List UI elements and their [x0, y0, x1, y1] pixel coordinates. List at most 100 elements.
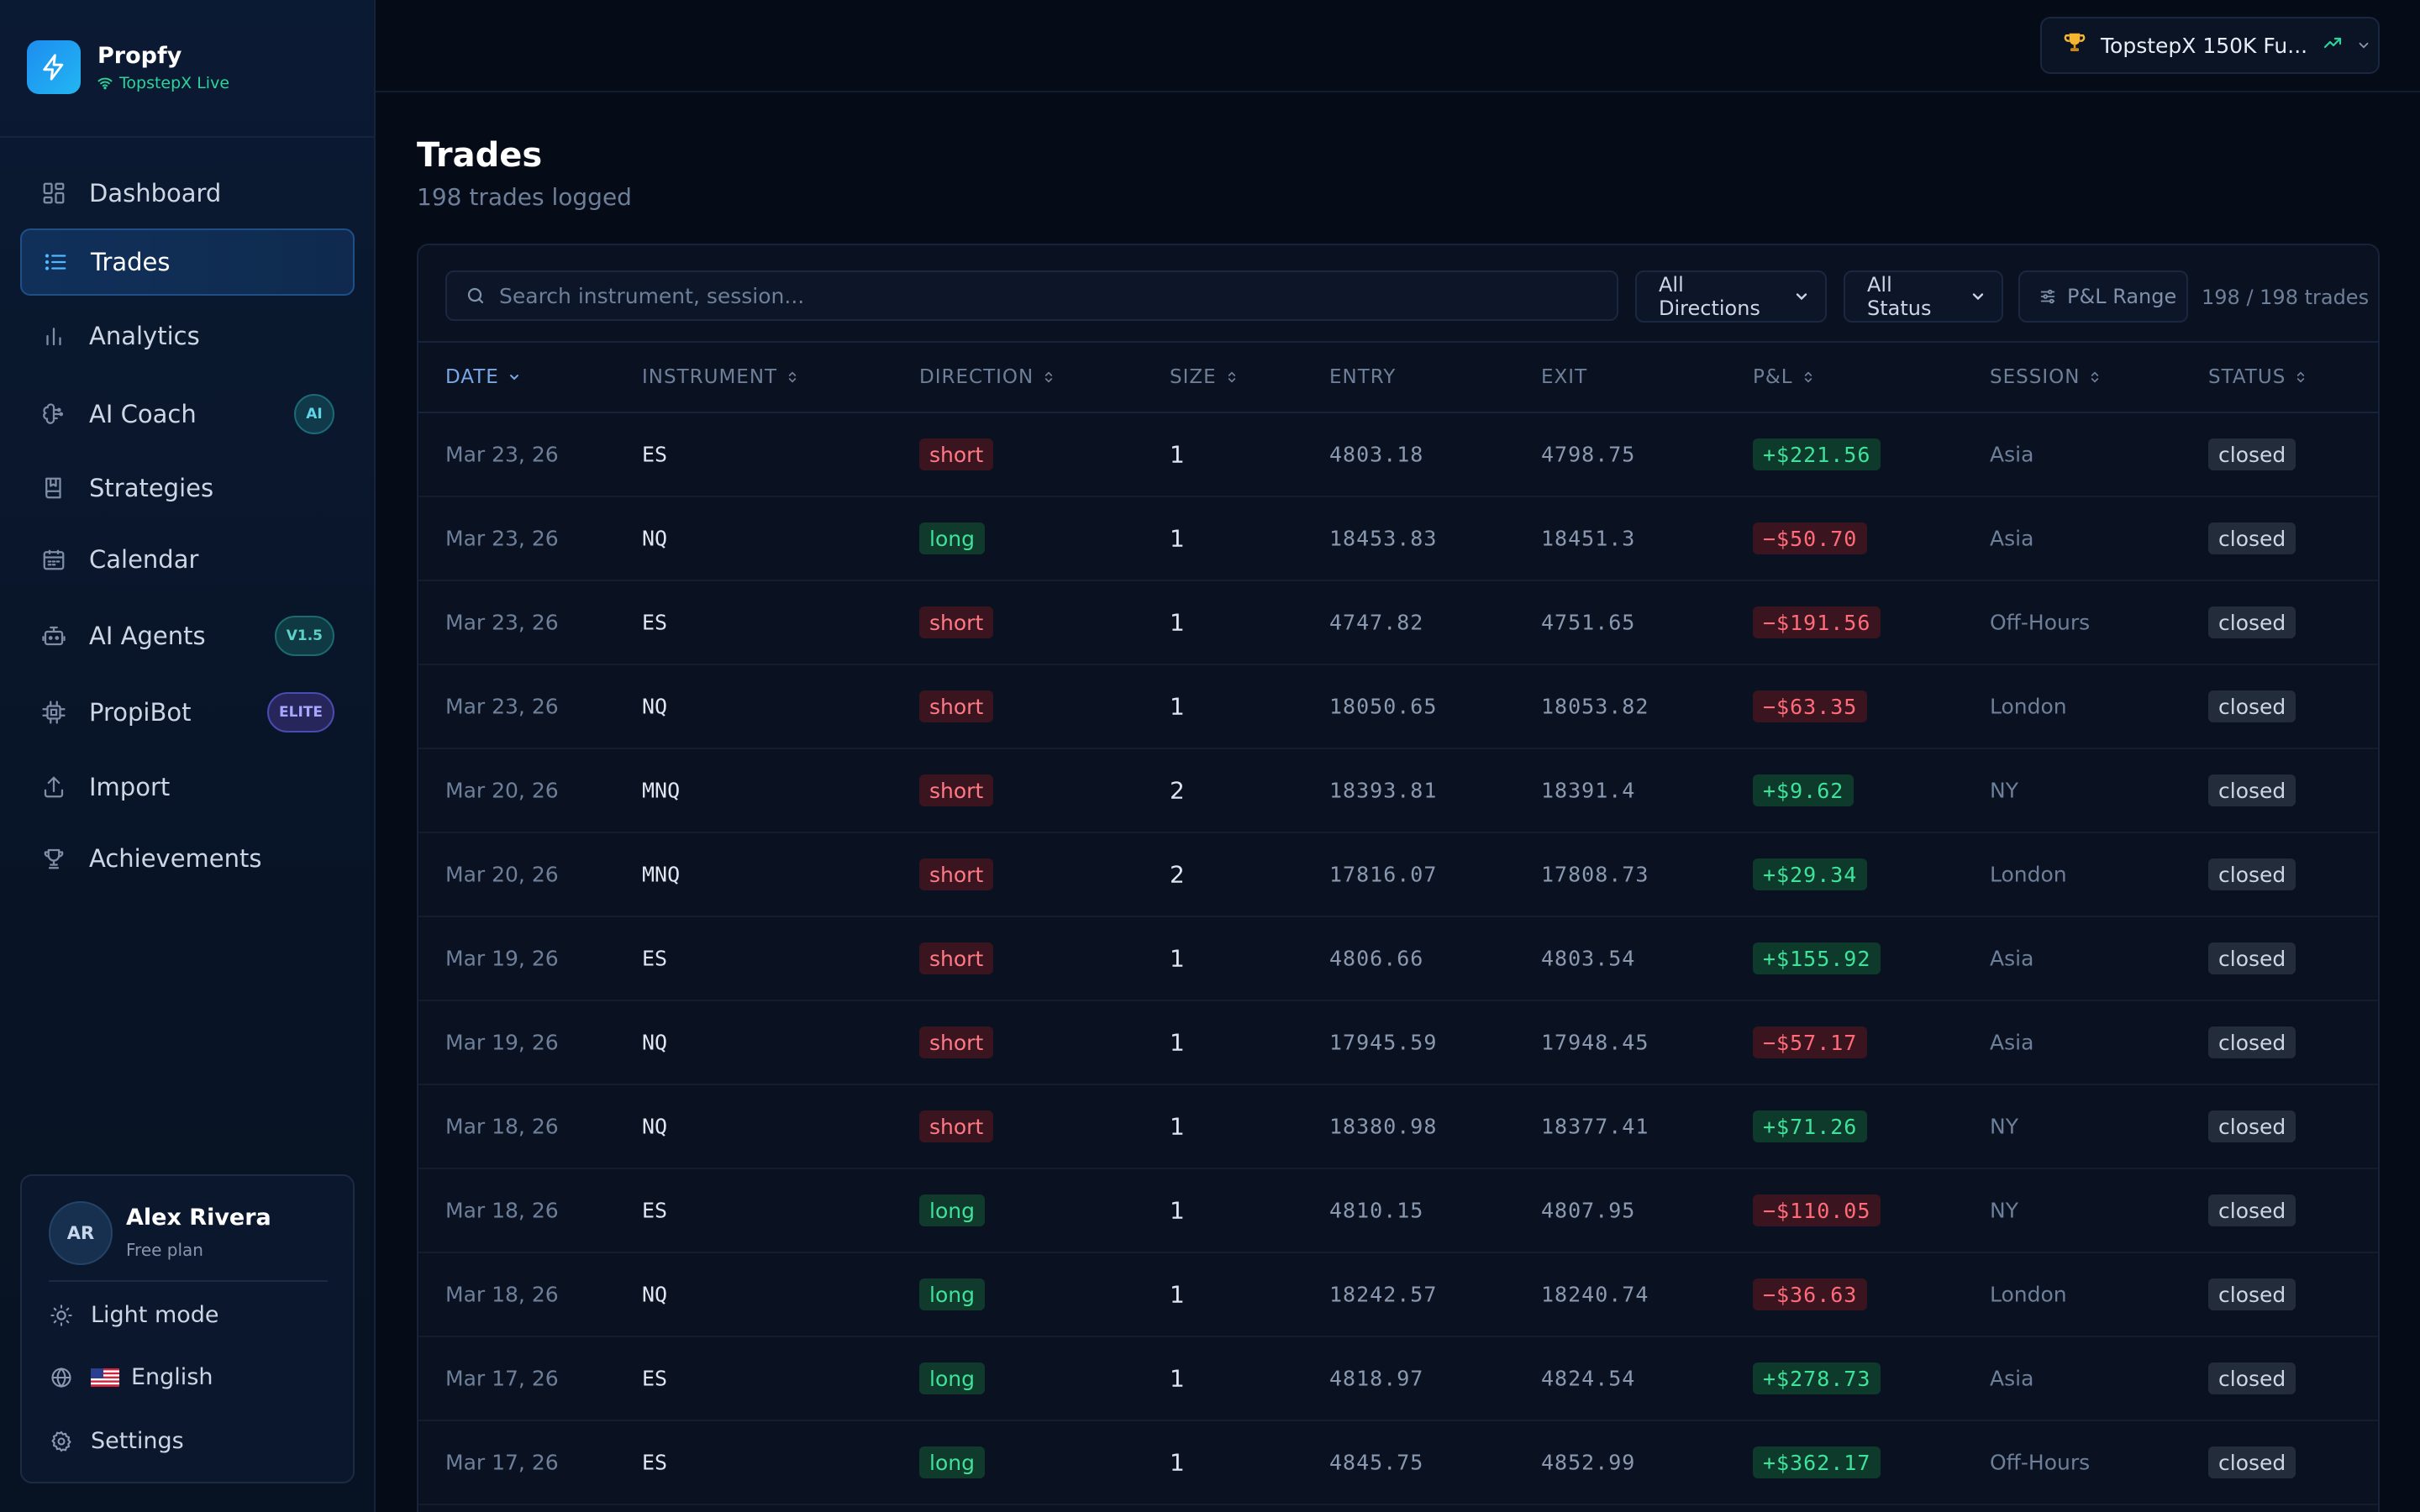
- column-session[interactable]: SESSION: [1990, 366, 2102, 388]
- sidebar-item-label: Import: [89, 773, 171, 801]
- column-label: STATUS: [2208, 366, 2286, 388]
- column-instrument[interactable]: INSTRUMENT: [642, 366, 799, 388]
- language-selector[interactable]: English: [49, 1364, 213, 1390]
- sidebar-item-label: Strategies: [89, 474, 214, 502]
- brand[interactable]: Propfy TopstepX Live: [27, 40, 229, 94]
- trade-date: Mar 18, 26: [445, 1114, 559, 1139]
- table-row[interactable]: Mar 23, 26 ES short 1 4747.82 4751.65 −$191.56…: [418, 581, 2378, 665]
- lightning-icon: [27, 40, 81, 94]
- direction-badge: long: [919, 522, 985, 554]
- list-icon: [42, 249, 69, 276]
- table-row[interactable]: Mar 23, 26 NQ short 1 18050.65 18053.82 −$63.3…: [418, 665, 2378, 749]
- trade-date: Mar 23, 26: [445, 694, 559, 719]
- sidebar-item-analytics[interactable]: Analytics: [20, 301, 355, 371]
- dashboard-icon: [40, 180, 67, 207]
- column-label: EXIT: [1541, 366, 1588, 388]
- sidebar-item-achievements[interactable]: Achievements: [20, 823, 355, 894]
- trade-entry: 4818.97: [1329, 1366, 1424, 1391]
- settings-link[interactable]: Settings: [49, 1428, 184, 1454]
- account-label: TopstepX 150K Fu...: [2101, 33, 2308, 58]
- table-row[interactable]: Mar 17, 26 ES long 1 4845.75 4852.99 +$362.17 O…: [418, 1421, 2378, 1505]
- table-row[interactable]: Mar 19, 26 ES short 1 4806.66 4803.54 +$155.92…: [418, 917, 2378, 1001]
- table-row[interactable]: Mar 20, 26 MNQ short 2 17816.07 17808.73 +$29.…: [418, 833, 2378, 917]
- trade-session: Asia: [1990, 526, 2034, 551]
- column-size[interactable]: SIZE: [1170, 366, 1239, 388]
- sun-icon: [49, 1303, 74, 1328]
- pnl-badge: +$221.56: [1753, 438, 1881, 470]
- user-card: AR Alex Rivera Free plan Light mode Engl…: [20, 1174, 355, 1483]
- column-direction[interactable]: DIRECTION: [919, 366, 1055, 388]
- trade-session: London: [1990, 862, 2067, 887]
- sidebar-item-trades[interactable]: Trades: [20, 228, 355, 296]
- status-badge: closed: [2208, 690, 2296, 722]
- column-status[interactable]: STATUS: [2208, 366, 2307, 388]
- pnl-badge: +$29.34: [1753, 858, 1868, 890]
- direction-badge: long: [919, 1362, 985, 1394]
- avatar[interactable]: AR: [49, 1201, 113, 1265]
- user-plan: Free plan: [126, 1240, 203, 1260]
- pnl-badge: +$362.17: [1753, 1446, 1881, 1478]
- trade-session: Off-Hours: [1990, 1450, 2091, 1475]
- direction-filter[interactable]: All Directions: [1635, 270, 1827, 323]
- table-row[interactable]: Mar 23, 26 ES short 1 4803.18 4798.75 +$221.56…: [418, 413, 2378, 497]
- table-row[interactable]: Mar 19, 26 NQ short 1 17945.59 17948.45 −$57.1…: [418, 1001, 2378, 1085]
- trade-exit: 4824.54: [1541, 1366, 1636, 1391]
- trade-exit: 17948.45: [1541, 1030, 1649, 1055]
- direction-badge: short: [919, 606, 994, 638]
- account-selector[interactable]: TopstepX 150K Fu...: [2040, 17, 2380, 74]
- trade-date: Mar 20, 26: [445, 862, 559, 887]
- sidebar-item-ai-coach[interactable]: AI Coach AI: [20, 376, 355, 452]
- trade-size: 2: [1170, 860, 1185, 889]
- status-badge: closed: [2208, 858, 2296, 890]
- search-input[interactable]: [499, 283, 1591, 308]
- language-label: English: [131, 1364, 213, 1390]
- pnl-range-filter[interactable]: P&L Range: [2018, 270, 2188, 323]
- trade-exit: 18053.82: [1541, 694, 1649, 719]
- sidebar-item-ai-agents[interactable]: AI Agents V1.5: [20, 598, 355, 674]
- pnl-badge: −$110.05: [1753, 1194, 1881, 1226]
- us-flag-icon: [91, 1368, 119, 1387]
- sidebar-item-strategies[interactable]: Strategies: [20, 452, 355, 524]
- sort-icon: [2294, 370, 2307, 385]
- table-row[interactable]: Mar 20, 26 MNQ short 2 18393.81 18391.4 +$9.62…: [418, 749, 2378, 833]
- table-row[interactable]: Mar 17, 26 ES long 1 4818.97 4824.54 +$278.73 A…: [418, 1337, 2378, 1421]
- status-filter[interactable]: All Status: [1844, 270, 2003, 323]
- trade-instrument: ES: [642, 442, 668, 467]
- sidebar-item-calendar[interactable]: Calendar: [20, 524, 355, 595]
- search-box[interactable]: [445, 270, 1618, 321]
- trade-session: London: [1990, 1282, 2067, 1307]
- table-row[interactable]: Mar 23, 26 NQ long 1 18453.83 18451.3 −$50.70 A…: [418, 497, 2378, 581]
- trade-entry: 17816.07: [1329, 862, 1438, 887]
- trade-exit: 18391.4: [1541, 778, 1636, 803]
- pnl-badge: −$50.70: [1753, 522, 1868, 554]
- table-header: DATE INSTRUMENT DIRECTION SIZE ENTRY EXI…: [418, 343, 2378, 413]
- status-badge: closed: [2208, 1446, 2296, 1478]
- column-date[interactable]: DATE: [445, 366, 521, 388]
- sidebar-item-propibot[interactable]: PropiBot ELITE: [20, 674, 355, 751]
- trade-session: NY: [1990, 778, 2018, 803]
- table-row[interactable]: Mar 18, 26 NQ long 1 18242.57 18240.74 −$36.63…: [418, 1253, 2378, 1337]
- sidebar-item-label: Trades: [91, 248, 171, 276]
- user-divider: [49, 1280, 328, 1282]
- sidebar-item-label: AI Coach: [89, 400, 197, 428]
- table-row[interactable]: Mar 18, 26 ES long 1 4810.15 4807.95 −$110.05 N…: [418, 1169, 2378, 1253]
- trade-date: Mar 20, 26: [445, 778, 559, 803]
- trade-instrument: MNQ: [642, 778, 681, 803]
- trade-exit: 4803.54: [1541, 946, 1636, 971]
- sidebar-item-import[interactable]: Import: [20, 751, 355, 823]
- pnl-badge: −$36.63: [1753, 1278, 1868, 1310]
- trade-entry: 4806.66: [1329, 946, 1424, 971]
- theme-toggle[interactable]: Light mode: [49, 1302, 219, 1328]
- calendar-icon: [40, 546, 67, 573]
- book-icon: [40, 475, 67, 501]
- trade-date: Mar 23, 26: [445, 610, 559, 635]
- table-row[interactable]: Mar 18, 26 NQ short 1 18380.98 18377.41 +$71.2…: [418, 1085, 2378, 1169]
- trade-exit: 4798.75: [1541, 442, 1636, 467]
- trade-size: 1: [1170, 944, 1185, 973]
- sidebar: Propfy TopstepX Live Dashboard Trades An…: [0, 0, 376, 1512]
- elite-badge: ELITE: [267, 692, 334, 732]
- trade-exit: 18451.3: [1541, 526, 1636, 551]
- sidebar-item-dashboard[interactable]: Dashboard: [20, 158, 355, 228]
- search-icon: [466, 286, 486, 306]
- column-pnl[interactable]: P&L: [1753, 366, 1815, 388]
